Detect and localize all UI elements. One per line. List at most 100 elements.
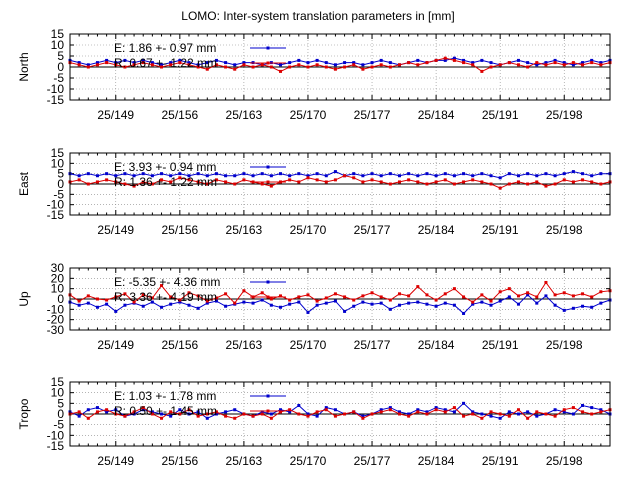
data-point-r [471, 412, 475, 416]
data-point-e [571, 412, 575, 416]
chart-title: LOMO: Inter-system translation parameter… [181, 9, 454, 23]
data-point-r [443, 178, 447, 182]
data-point-e [361, 63, 365, 67]
y-tick-label: -15 [47, 93, 65, 107]
series-line-r [69, 407, 611, 419]
data-point-r [581, 178, 585, 182]
data-point-r [489, 410, 493, 414]
data-point-e [333, 63, 337, 67]
data-point-r [343, 65, 347, 69]
data-point-e [416, 174, 420, 178]
x-tick-label: 25/198 [546, 454, 583, 468]
data-point-e [489, 414, 493, 418]
data-point-e [507, 172, 511, 176]
x-tick-label: 25/163 [226, 108, 263, 122]
data-point-e [187, 412, 191, 416]
data-point-e [352, 61, 356, 65]
data-point-r [279, 410, 283, 414]
data-point-e [288, 302, 292, 306]
x-tick-label: 25/163 [226, 223, 263, 237]
data-point-e [187, 61, 191, 65]
data-point-r [343, 412, 347, 416]
plot-frame [69, 152, 611, 216]
data-point-r [370, 291, 374, 295]
data-point-r [288, 65, 292, 69]
data-point-e [123, 172, 127, 176]
data-point-r [571, 180, 575, 184]
data-point-r [242, 63, 246, 67]
x-tick-label: 25/149 [97, 223, 134, 237]
data-point-e [114, 408, 118, 412]
data-point-e [379, 301, 383, 305]
data-point-e [425, 302, 429, 306]
data-point-r [544, 184, 548, 188]
data-point-r [599, 290, 603, 294]
data-point-e [535, 63, 539, 67]
y-tick-label: -5 [53, 418, 64, 432]
data-point-e [388, 61, 392, 65]
y-axis-label: East [17, 171, 31, 196]
data-point-e [196, 172, 200, 176]
data-point-e [544, 61, 548, 65]
data-point-e [242, 300, 246, 304]
data-point-r [169, 63, 173, 67]
data-point-e [407, 412, 411, 416]
data-point-e [150, 61, 154, 65]
data-point-e [397, 174, 401, 178]
data-point-e [370, 302, 374, 306]
plot-frame [69, 381, 611, 447]
data-point-r [425, 182, 429, 186]
data-point-e [77, 61, 81, 65]
data-point-e [86, 63, 90, 67]
data-point-r [105, 298, 109, 302]
x-tick-label: 25/170 [290, 338, 327, 352]
data-point-e [498, 299, 502, 303]
data-point-r [571, 406, 575, 410]
x-tick-label: 25/156 [161, 108, 198, 122]
data-point-r [205, 182, 209, 186]
data-point-r [407, 178, 411, 182]
data-point-r [324, 180, 328, 184]
data-point-e [526, 410, 530, 414]
legend-label-e: E: 1.03 +- 1.78 mm [114, 389, 216, 403]
data-point-e [269, 412, 273, 416]
data-point-r [599, 410, 603, 414]
legend-label-e: E: -5.35 +- 4.36 mm [114, 275, 220, 289]
data-point-r [581, 292, 585, 296]
data-point-e [480, 412, 484, 416]
data-point-e [480, 58, 484, 62]
data-point-r [105, 178, 109, 182]
data-point-r [388, 182, 392, 186]
data-point-e [260, 298, 264, 302]
data-point-e [196, 306, 200, 310]
data-point-r [471, 178, 475, 182]
data-point-r [462, 414, 466, 418]
data-point-e [452, 56, 456, 60]
data-point-r [169, 410, 173, 414]
data-point-e [242, 172, 246, 176]
data-point-r [178, 412, 182, 416]
data-point-r [388, 65, 392, 69]
data-point-r [397, 292, 401, 296]
data-point-r [178, 298, 182, 302]
y-tick-label: -15 [47, 208, 65, 222]
data-point-e [187, 303, 191, 307]
data-point-r [141, 406, 145, 410]
data-point-r [205, 412, 209, 416]
data-point-r [214, 178, 218, 182]
data-point-e [535, 301, 539, 305]
data-point-e [114, 309, 118, 313]
data-point-r [288, 178, 292, 182]
data-point-r [462, 180, 466, 184]
data-point-r [196, 65, 200, 69]
data-point-r [480, 69, 484, 73]
data-point-r [379, 63, 383, 67]
data-point-r [553, 293, 557, 297]
data-point-e [251, 301, 255, 305]
x-tick-label: 25/156 [161, 223, 198, 237]
data-point-e [260, 410, 264, 414]
data-point-r [132, 184, 136, 188]
data-point-r [196, 414, 200, 418]
data-point-r [95, 180, 99, 184]
y-tick-label: 10 [51, 38, 65, 52]
